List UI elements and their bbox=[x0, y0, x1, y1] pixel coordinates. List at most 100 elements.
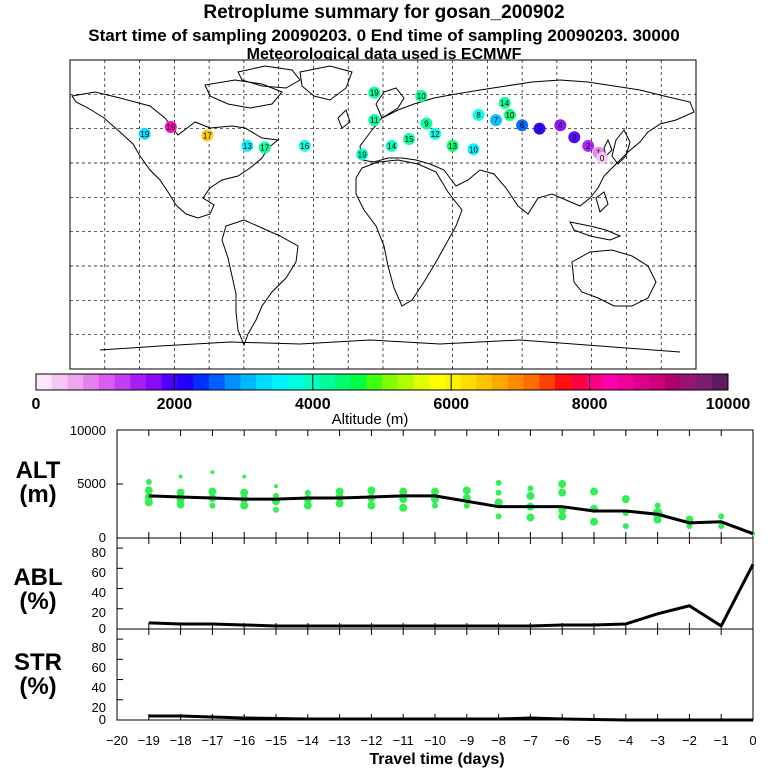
plot-title: Retroplume summary for gosan_200902 bbox=[203, 2, 565, 23]
x-tick-label: −12 bbox=[360, 733, 382, 748]
alt-unit: (m) bbox=[19, 481, 56, 508]
alt-cluster-point bbox=[242, 474, 247, 479]
colorbar-swatch bbox=[492, 374, 509, 390]
map-marker bbox=[429, 127, 442, 140]
colorbar-swatch bbox=[555, 374, 572, 390]
alt-cluster-point bbox=[208, 487, 217, 496]
abl-line bbox=[148, 563, 755, 628]
x-tick-label: −19 bbox=[138, 733, 160, 748]
colorbar-swatch bbox=[256, 374, 273, 390]
colorbar-swatch bbox=[240, 374, 257, 390]
alt-cluster-point bbox=[178, 474, 183, 479]
alt-cluster-point bbox=[495, 513, 502, 520]
abl-ytick: 20 bbox=[92, 605, 106, 620]
alt-mean-line bbox=[148, 494, 754, 536]
map-marker-label: 0 bbox=[600, 154, 605, 163]
x-tick-label: −2 bbox=[682, 733, 697, 748]
map-marker-label: 19 bbox=[166, 123, 175, 132]
colorbar-tick-label: 10000 bbox=[706, 396, 751, 413]
x-tick-label: −11 bbox=[393, 733, 414, 748]
x-axis-label: Travel time (days) bbox=[369, 751, 504, 768]
colorbar-swatch bbox=[130, 374, 147, 390]
alt-cluster-point bbox=[653, 515, 662, 524]
colorbar-swatch bbox=[334, 374, 352, 390]
map-marker-label: 16 bbox=[300, 142, 309, 151]
colorbar-swatch bbox=[36, 374, 53, 390]
colorbar-swatch bbox=[696, 374, 713, 390]
alt-cluster-point bbox=[590, 517, 598, 526]
alt-cluster-point bbox=[176, 500, 185, 509]
alt-cluster-point bbox=[240, 501, 249, 510]
alt-ytick: 5000 bbox=[77, 476, 106, 491]
colorbar-swatch bbox=[397, 374, 414, 390]
str-ytick: 0 bbox=[99, 712, 106, 727]
colorbar-swatch bbox=[633, 374, 650, 390]
alt-cluster-point bbox=[367, 486, 376, 495]
map-marker bbox=[298, 139, 311, 152]
map-marker-label: 13 bbox=[448, 142, 457, 151]
alt-cluster-point bbox=[335, 499, 344, 508]
str-ytick: 60 bbox=[92, 660, 106, 675]
alt-cluster-point bbox=[526, 513, 535, 522]
map-marker bbox=[415, 90, 428, 103]
map-marker bbox=[533, 122, 546, 135]
map-marker-label: 7 bbox=[494, 116, 499, 125]
abl-ytick: 60 bbox=[92, 565, 106, 580]
alt-cluster-point bbox=[145, 478, 152, 485]
colorbar-swatch bbox=[366, 374, 383, 390]
map-marker bbox=[554, 119, 567, 132]
map-marker bbox=[403, 132, 416, 145]
x-tick-label: −4 bbox=[618, 733, 633, 748]
abl-unit: (%) bbox=[19, 588, 56, 615]
x-tick-label: −1 bbox=[714, 733, 729, 748]
map-marker-label: 17 bbox=[203, 132, 212, 141]
colorbar-swatch bbox=[51, 374, 68, 390]
x-tick-label: −7 bbox=[523, 733, 538, 748]
colorbar-swatch bbox=[114, 374, 131, 390]
abl-label: ABL bbox=[13, 564, 62, 591]
x-tick-label: −8 bbox=[491, 733, 506, 748]
alt-cluster-point bbox=[526, 491, 535, 500]
str-label: STR bbox=[14, 649, 62, 676]
colorbar-swatch bbox=[476, 374, 493, 390]
alt-cluster-point bbox=[367, 501, 376, 510]
x-tick-label: −10 bbox=[424, 733, 446, 748]
x-tick-label: −5 bbox=[587, 733, 602, 748]
alt-cluster-point bbox=[590, 487, 598, 496]
alt-cluster-point bbox=[686, 523, 693, 530]
map-marker bbox=[138, 127, 151, 140]
alt-cluster-point bbox=[495, 489, 502, 496]
world-map: 19 19 17 17 13 16 19 10 11 15 14 19 912 13 10 7 8 14 10 6 5 4… bbox=[69, 59, 697, 370]
map-marker bbox=[356, 148, 369, 161]
str-ytick: 20 bbox=[92, 700, 106, 715]
map-marker bbox=[516, 119, 529, 132]
map-marker bbox=[446, 139, 459, 152]
colorbar-swatch bbox=[350, 374, 367, 390]
colorbar-swatch bbox=[712, 374, 729, 390]
colorbar-swatch bbox=[193, 374, 210, 390]
alt-cluster-point bbox=[718, 523, 725, 530]
alt-cluster-point bbox=[432, 502, 438, 509]
altitude-colorbar: 0 2000 4000 6000 8000 10000 Altitude (m) bbox=[32, 373, 751, 428]
colorbar-swatch bbox=[83, 374, 100, 390]
colorbar-swatch bbox=[382, 374, 399, 390]
map-marker bbox=[568, 131, 581, 144]
map-marker-label: 14 bbox=[500, 99, 509, 108]
alt-cluster-point bbox=[654, 502, 661, 509]
map-marker bbox=[472, 108, 485, 121]
map-marker-label: 19 bbox=[370, 89, 379, 98]
str-unit: (%) bbox=[19, 673, 56, 700]
colorbar-swatch bbox=[665, 374, 682, 390]
alt-cluster-point bbox=[558, 488, 567, 497]
str-ytick: 40 bbox=[92, 680, 106, 695]
alt-cluster-point bbox=[176, 488, 185, 497]
colorbar-swatch bbox=[570, 374, 587, 390]
map-marker bbox=[498, 96, 511, 109]
alt-cluster-point bbox=[558, 480, 567, 488]
map-marker-label: 19 bbox=[140, 130, 149, 139]
map-marker bbox=[490, 114, 503, 127]
map-marker bbox=[582, 139, 595, 152]
map-marker bbox=[420, 117, 433, 130]
alt-cluster-point bbox=[273, 506, 279, 513]
alt-cluster-point bbox=[240, 488, 249, 497]
